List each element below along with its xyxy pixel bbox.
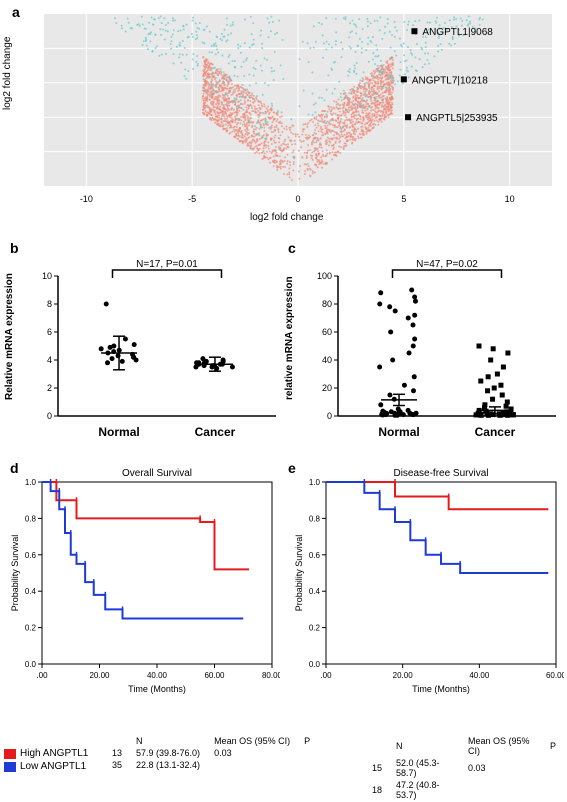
svg-text:40.00: 40.00 xyxy=(469,671,490,680)
svg-text:Time (Months): Time (Months) xyxy=(412,684,470,694)
svg-text:-5: -5 xyxy=(188,194,196,204)
svg-text:Disease-free Survival: Disease-free Survival xyxy=(393,468,488,479)
legend-swatch-high xyxy=(4,749,16,759)
svg-text:1.0: 1.0 xyxy=(25,478,37,487)
panel-c-label: c xyxy=(288,240,296,256)
panel-c: c relative mRNA expression 020406080100N… xyxy=(288,240,566,450)
panel-a-xlabel: log2 fold change xyxy=(250,212,323,223)
svg-text:ANGPTL5|253935: ANGPTL5|253935 xyxy=(416,113,498,124)
svg-text:ANGPTL7|10218: ANGPTL7|10218 xyxy=(412,75,488,86)
panel-d-stats: NMean OS (95% CI)P High ANGPTL11357.9 (3… xyxy=(104,734,318,772)
panel-c-plot: 0 20 40 60 80 100 N=47, P=0.02 Normal Cancer xyxy=(312,252,562,442)
panel-b-ylabel: Relative mRNA expression xyxy=(4,273,15,400)
svg-text:6: 6 xyxy=(47,327,52,337)
svg-text:0.2: 0.2 xyxy=(309,624,321,633)
svg-text:60.00: 60.00 xyxy=(546,671,564,680)
svg-text:Cancer: Cancer xyxy=(195,425,236,439)
svg-text:0: 0 xyxy=(327,411,332,421)
legend-label-low: Low ANGPTL1 xyxy=(20,761,86,772)
svg-text:Normal: Normal xyxy=(378,425,419,439)
svg-text:100: 100 xyxy=(317,271,332,281)
svg-text:2: 2 xyxy=(47,383,52,393)
legend: High ANGPTL1 Low ANGPTL1 xyxy=(4,748,88,774)
svg-text:8: 8 xyxy=(47,299,52,309)
svg-text:Probability Survival: Probability Survival xyxy=(10,535,20,612)
svg-text:Probability Survival: Probability Survival xyxy=(294,535,304,612)
panel-b-plot: 0 2 4 6 8 10 N=17, P=0.01 Normal Cancer xyxy=(32,252,282,442)
svg-text:5: 5 xyxy=(401,194,406,204)
svg-text:0.8: 0.8 xyxy=(25,514,37,523)
panel-e-plot: Disease-free Survival .00 20.00 40.00 60.00 0… xyxy=(292,464,564,694)
panel-d-plot: Overall Survival .00 20.00 40.00 60.00 80.00 0… xyxy=(8,464,280,694)
panel-a: a log2 fold change -10 -5 0 5 10 ANGPTL1|9068… xyxy=(0,0,567,230)
svg-text:20.00: 20.00 xyxy=(393,671,414,680)
svg-text:20.00: 20.00 xyxy=(89,671,110,680)
panel-e-stats: NMean OS (95% CI)P High ANGPTL11552.0 (4… xyxy=(364,734,564,802)
svg-text:N=47, P=0.02: N=47, P=0.02 xyxy=(416,259,478,270)
svg-text:Time (Months): Time (Months) xyxy=(128,684,186,694)
bottom-stats: High ANGPTL1 Low ANGPTL1 NMean OS (95% C… xyxy=(4,720,564,792)
panel-a-ylabel: log2 fold change xyxy=(2,37,13,110)
svg-text:Overall Survival: Overall Survival xyxy=(122,468,192,479)
svg-text:80: 80 xyxy=(322,299,332,309)
panel-e: e Disease-free Survival.0020.0040.0060.0… xyxy=(288,460,566,720)
svg-text:N=17, P=0.01: N=17, P=0.01 xyxy=(136,259,198,270)
svg-text:.00: .00 xyxy=(36,671,48,680)
svg-text:4: 4 xyxy=(47,355,52,365)
panel-c-ylabel: relative mRNA expression xyxy=(284,276,295,400)
svg-text:Cancer: Cancer xyxy=(475,425,516,439)
svg-text:20: 20 xyxy=(322,383,332,393)
legend-item-low: Low ANGPTL1 xyxy=(4,761,88,772)
svg-text:0.0: 0.0 xyxy=(309,660,321,669)
svg-text:0.2: 0.2 xyxy=(25,624,37,633)
svg-text:0.8: 0.8 xyxy=(309,514,321,523)
volcano-plot: -10 -5 0 5 10 ANGPTL1|9068 ANGPTL7|10218 ANGPTL… xyxy=(32,8,562,208)
svg-text:ANGPTL1|9068: ANGPTL1|9068 xyxy=(422,27,493,38)
panel-a-label: a xyxy=(12,4,20,20)
svg-text:Normal: Normal xyxy=(98,425,139,439)
svg-text:-10: -10 xyxy=(80,194,93,204)
svg-text:40: 40 xyxy=(322,355,332,365)
svg-text:0.6: 0.6 xyxy=(25,551,37,560)
svg-text:0: 0 xyxy=(47,411,52,421)
panel-d: d Overall Survival.0020.0040.0060.0080.0… xyxy=(4,460,284,720)
svg-text:0.6: 0.6 xyxy=(309,551,321,560)
legend-label-high: High ANGPTL1 xyxy=(20,748,88,759)
svg-text:80.00: 80.00 xyxy=(262,671,280,680)
legend-item-high: High ANGPTL1 xyxy=(4,748,88,759)
legend-swatch-low xyxy=(4,762,16,772)
svg-text:.00: .00 xyxy=(320,671,332,680)
panel-b: b Relative mRNA expression 0 2 4 6 8 10 N=17, … xyxy=(4,240,284,450)
svg-text:10: 10 xyxy=(505,194,515,204)
svg-text:10: 10 xyxy=(42,271,52,281)
svg-text:1.0: 1.0 xyxy=(309,478,321,487)
svg-text:0.4: 0.4 xyxy=(309,587,321,596)
svg-text:0.4: 0.4 xyxy=(25,587,37,596)
svg-text:60.00: 60.00 xyxy=(204,671,225,680)
svg-text:0.0: 0.0 xyxy=(25,660,37,669)
svg-text:60: 60 xyxy=(322,327,332,337)
svg-text:40.00: 40.00 xyxy=(147,671,168,680)
panel-b-label: b xyxy=(10,240,19,256)
svg-text:0: 0 xyxy=(295,194,300,204)
